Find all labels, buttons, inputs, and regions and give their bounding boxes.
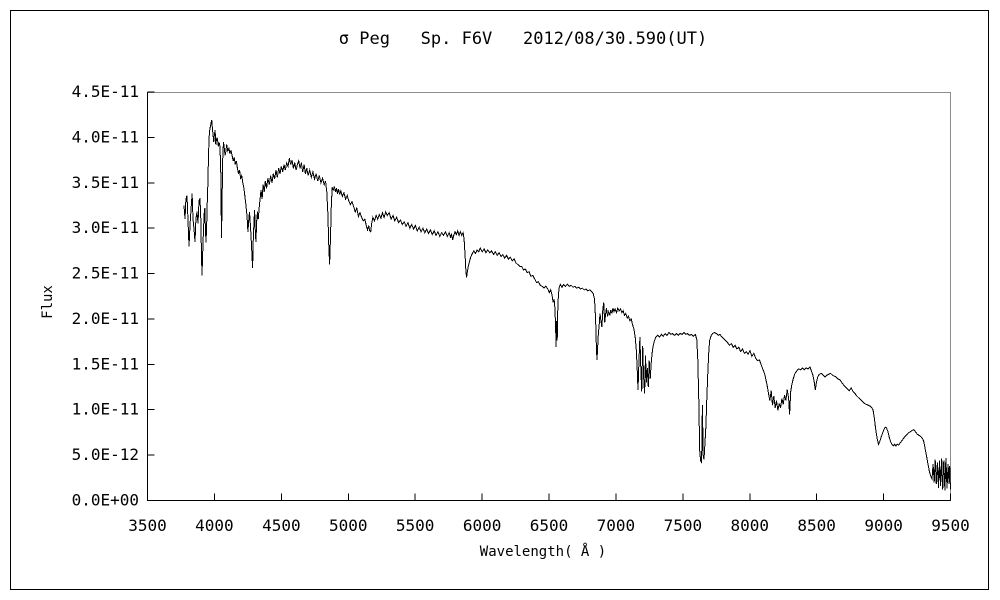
y-tick-label: 2.5E-11: [72, 264, 139, 283]
x-tick-label: 8500: [797, 516, 836, 535]
plot-frame: [147, 92, 951, 501]
x-axis-ticks: 3500 4000 4500 5000 5500 6000 6500 7000 7500 8000…: [128, 493, 970, 535]
x-tick-label: 4000: [195, 516, 234, 535]
x-tick-label: 6000: [463, 516, 502, 535]
x-tick-label: 4500: [262, 516, 301, 535]
spectrum-line: [183, 119, 951, 491]
y-tick-label: 4.0E-11: [72, 127, 139, 146]
outer-border: [10, 10, 989, 590]
x-tick-label: 5000: [329, 516, 368, 535]
y-axis-label: Flux: [40, 285, 56, 319]
x-tick-label: 5500: [396, 516, 435, 535]
y-tick-label: 3.0E-11: [72, 218, 139, 237]
chart-title: σ Peg Sp. F6V 2012/08/30.590(UT): [339, 29, 707, 49]
x-tick-label: 9000: [864, 516, 903, 535]
y-tick-label: 0.0E+00: [72, 491, 139, 510]
y-tick-label: 3.5E-11: [72, 173, 139, 192]
y-tick-label: 4.5E-11: [72, 82, 139, 101]
y-tick-label: 1.5E-11: [72, 354, 139, 373]
x-tick-label: 9500: [931, 516, 970, 535]
x-tick-label: 3500: [128, 516, 167, 535]
x-tick-label: 6500: [530, 516, 569, 535]
y-axis-ticks: 0.0E+00 5.0E-12 1.0E-11 1.5E-11 2.0E-11 2.5E-…: [72, 82, 155, 510]
x-axis-label: Wavelength( Å ): [480, 543, 606, 560]
x-tick-label: 7500: [664, 516, 703, 535]
y-tick-label: 1.0E-11: [72, 400, 139, 419]
y-tick-label: 5.0E-12: [72, 445, 139, 464]
y-tick-label: 2.0E-11: [72, 309, 139, 328]
x-tick-label: 7000: [597, 516, 636, 535]
x-tick-label: 8000: [730, 516, 769, 535]
